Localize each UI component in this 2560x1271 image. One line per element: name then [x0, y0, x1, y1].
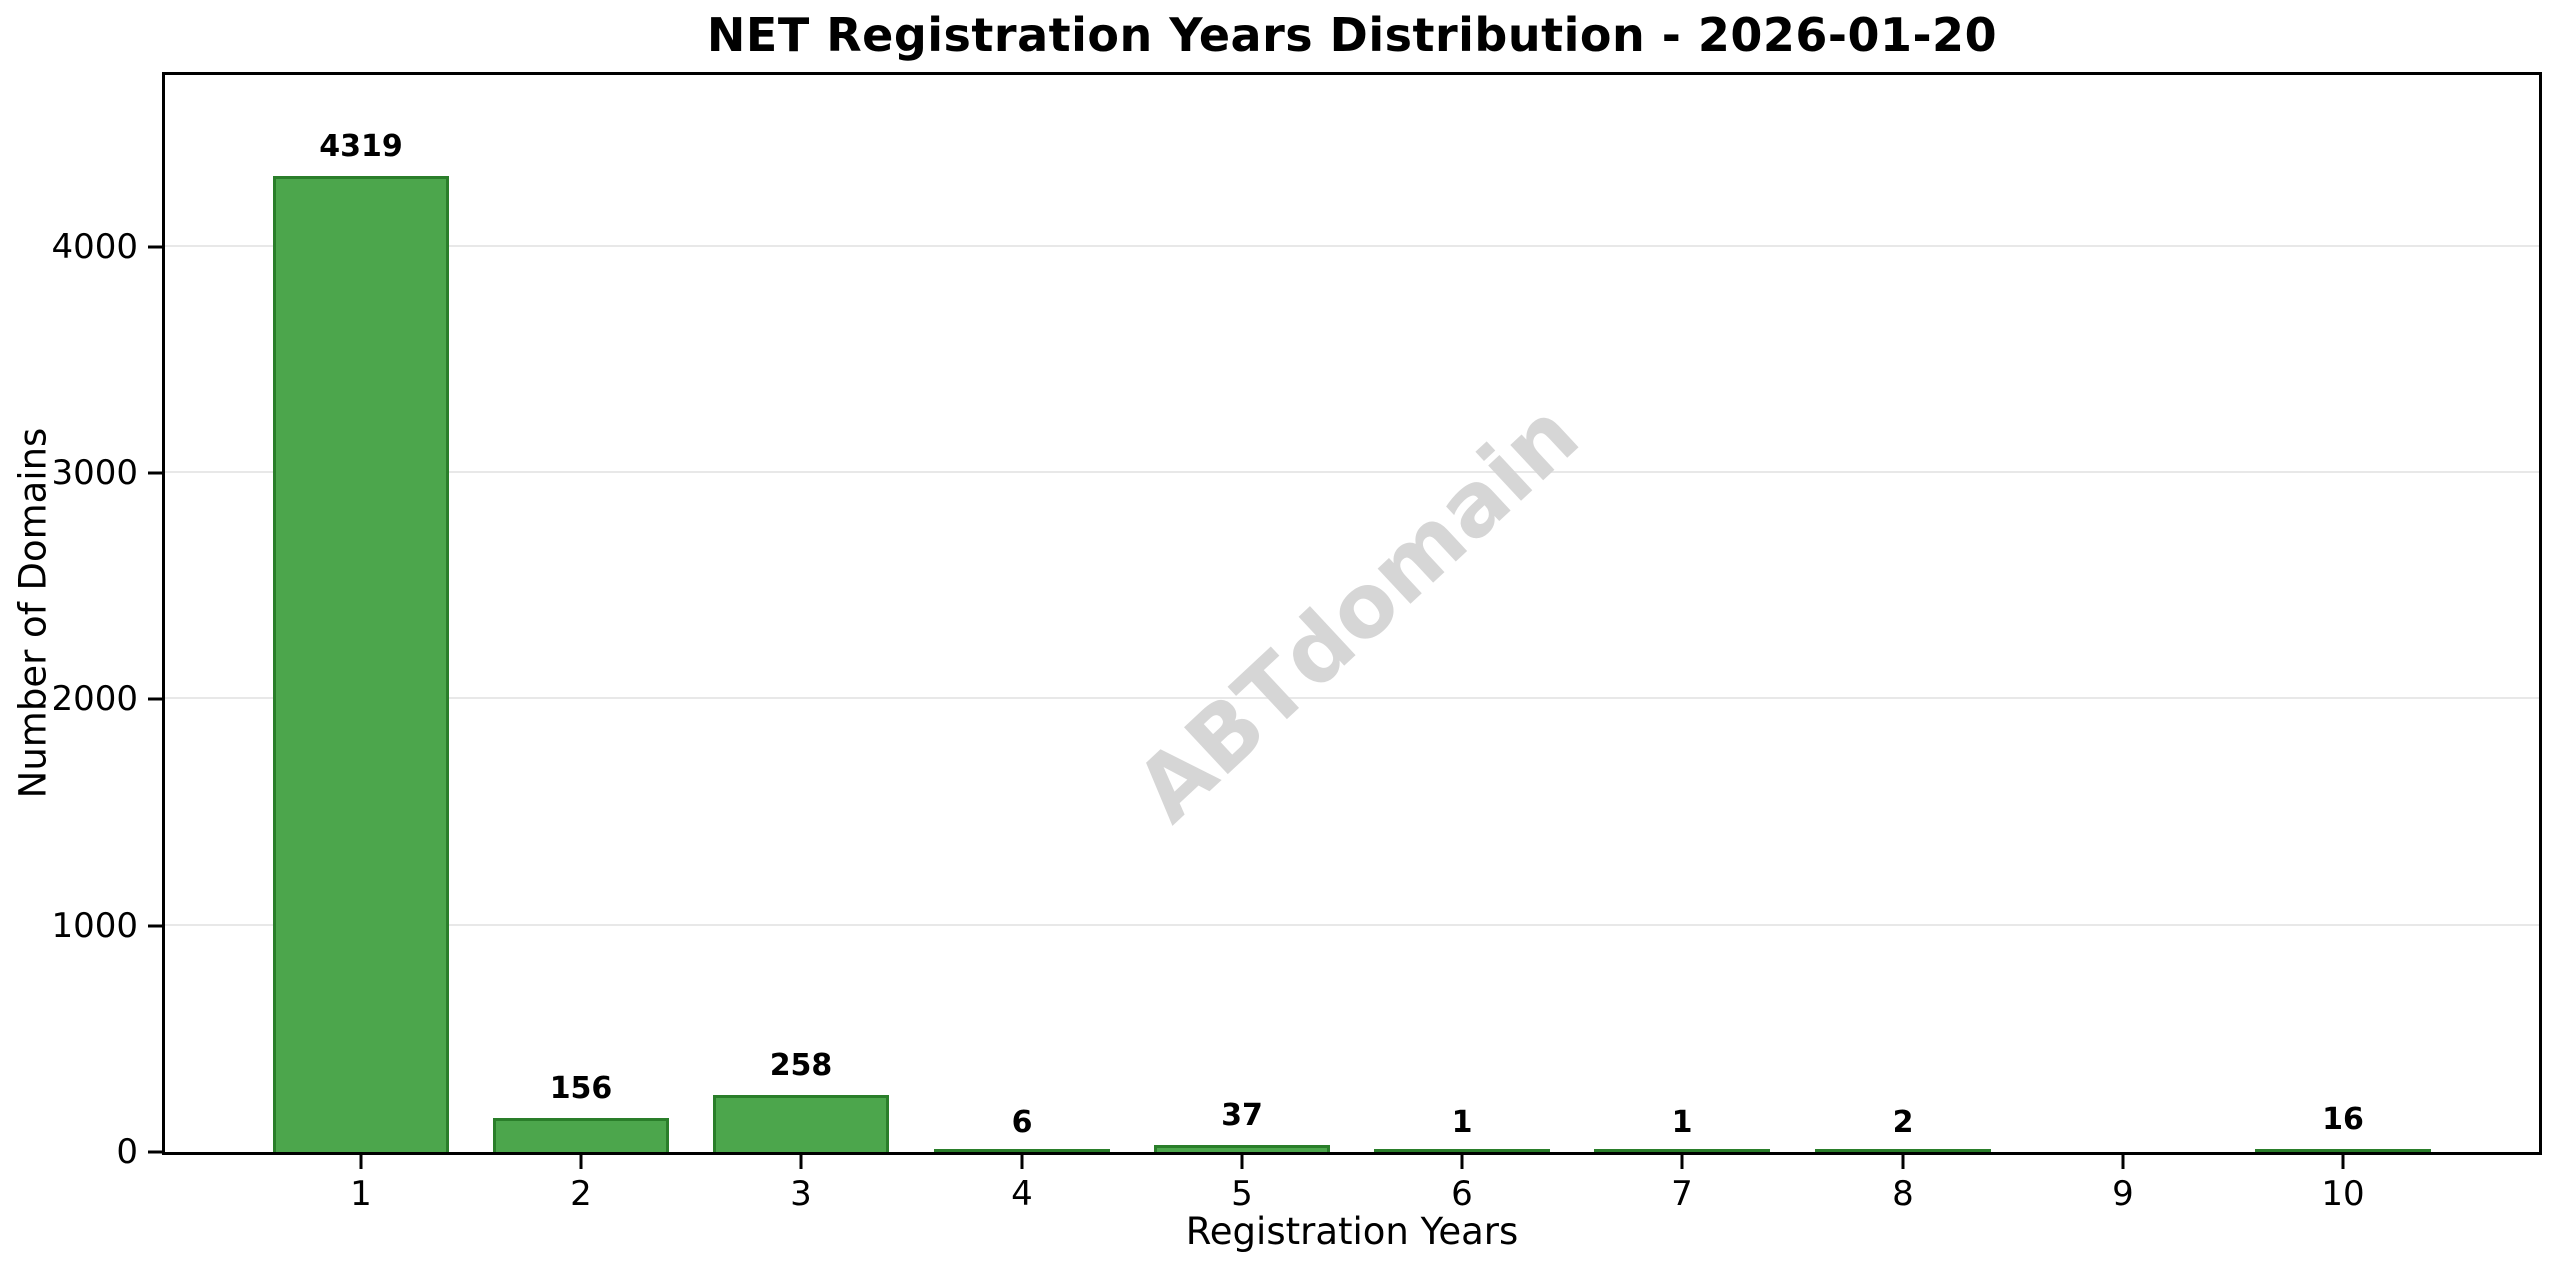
bar-year-5: [1154, 1145, 1330, 1152]
gridline-4000: [165, 245, 2539, 247]
y-tick-mark-0: [148, 1150, 162, 1154]
bar-year-7: [1594, 1149, 1770, 1152]
x-tick-mark-5: [1240, 1155, 1244, 1169]
bar-year-2: [493, 1118, 669, 1152]
x-tick-mark-1: [359, 1155, 363, 1169]
gridline-1000: [165, 924, 2539, 926]
x-tick-label-8: 8: [1892, 1174, 1914, 1214]
bar-value-label: 1: [1451, 1105, 1473, 1140]
bar-value-label: 2: [1892, 1105, 1914, 1140]
bar-value-label: 4319: [319, 129, 403, 164]
y-tick-label-0: 0: [116, 1132, 138, 1172]
y-tick-label-4000: 4000: [51, 227, 138, 267]
x-tick-label-7: 7: [1671, 1174, 1693, 1214]
bar-year-1: [273, 176, 449, 1152]
x-tick-label-2: 2: [570, 1174, 592, 1214]
bar-value-label: 6: [1011, 1105, 1033, 1140]
x-axis-title: Registration Years: [1185, 1210, 1519, 1253]
gridline-layer: [165, 75, 2539, 1152]
x-tick-label-10: 10: [2321, 1174, 2365, 1214]
bar-value-label: 16: [2322, 1102, 2364, 1137]
x-tick-label-9: 9: [2112, 1174, 2134, 1214]
y-tick-mark-4000: [148, 245, 162, 249]
x-tick-mark-6: [1460, 1155, 1464, 1169]
bar-value-label: 1: [1671, 1105, 1693, 1140]
gridline-2000: [165, 697, 2539, 699]
x-tick-label-3: 3: [790, 1174, 812, 1214]
bar-value-label: 258: [769, 1048, 833, 1083]
chart-title: NET Registration Years Distribution - 20…: [706, 8, 1998, 62]
x-tick-label-4: 4: [1011, 1174, 1033, 1214]
bar-year-4: [934, 1149, 1110, 1152]
bar-year-3: [713, 1095, 889, 1152]
x-tick-mark-8: [1901, 1155, 1905, 1169]
x-tick-label-1: 1: [350, 1174, 372, 1214]
y-tick-label-3000: 3000: [51, 453, 138, 493]
x-tick-mark-9: [2121, 1155, 2125, 1169]
x-tick-mark-7: [1680, 1155, 1684, 1169]
y-tick-label-1000: 1000: [51, 906, 138, 946]
gridline-3000: [165, 471, 2539, 473]
bar-value-label: 156: [549, 1071, 613, 1106]
y-tick-mark-3000: [148, 471, 162, 475]
y-tick-mark-2000: [148, 697, 162, 701]
plot-area: 4319 156 258 6 37 1 1 2 16: [162, 72, 2542, 1155]
bar-year-10: [2255, 1149, 2431, 1152]
x-tick-label-5: 5: [1231, 1174, 1253, 1214]
x-tick-mark-10: [2341, 1155, 2345, 1169]
bar-layer: 4319 156 258 6 37 1 1 2 16: [165, 75, 2539, 1152]
x-tick-mark-3: [799, 1155, 803, 1169]
y-tick-label-2000: 2000: [51, 679, 138, 719]
bar-year-8: [1815, 1149, 1991, 1152]
bar-value-label: 37: [1221, 1098, 1263, 1133]
bar-year-6: [1374, 1149, 1550, 1152]
x-tick-mark-2: [579, 1155, 583, 1169]
x-tick-label-6: 6: [1451, 1174, 1473, 1214]
y-tick-mark-1000: [148, 924, 162, 928]
x-tick-mark-4: [1020, 1155, 1024, 1169]
